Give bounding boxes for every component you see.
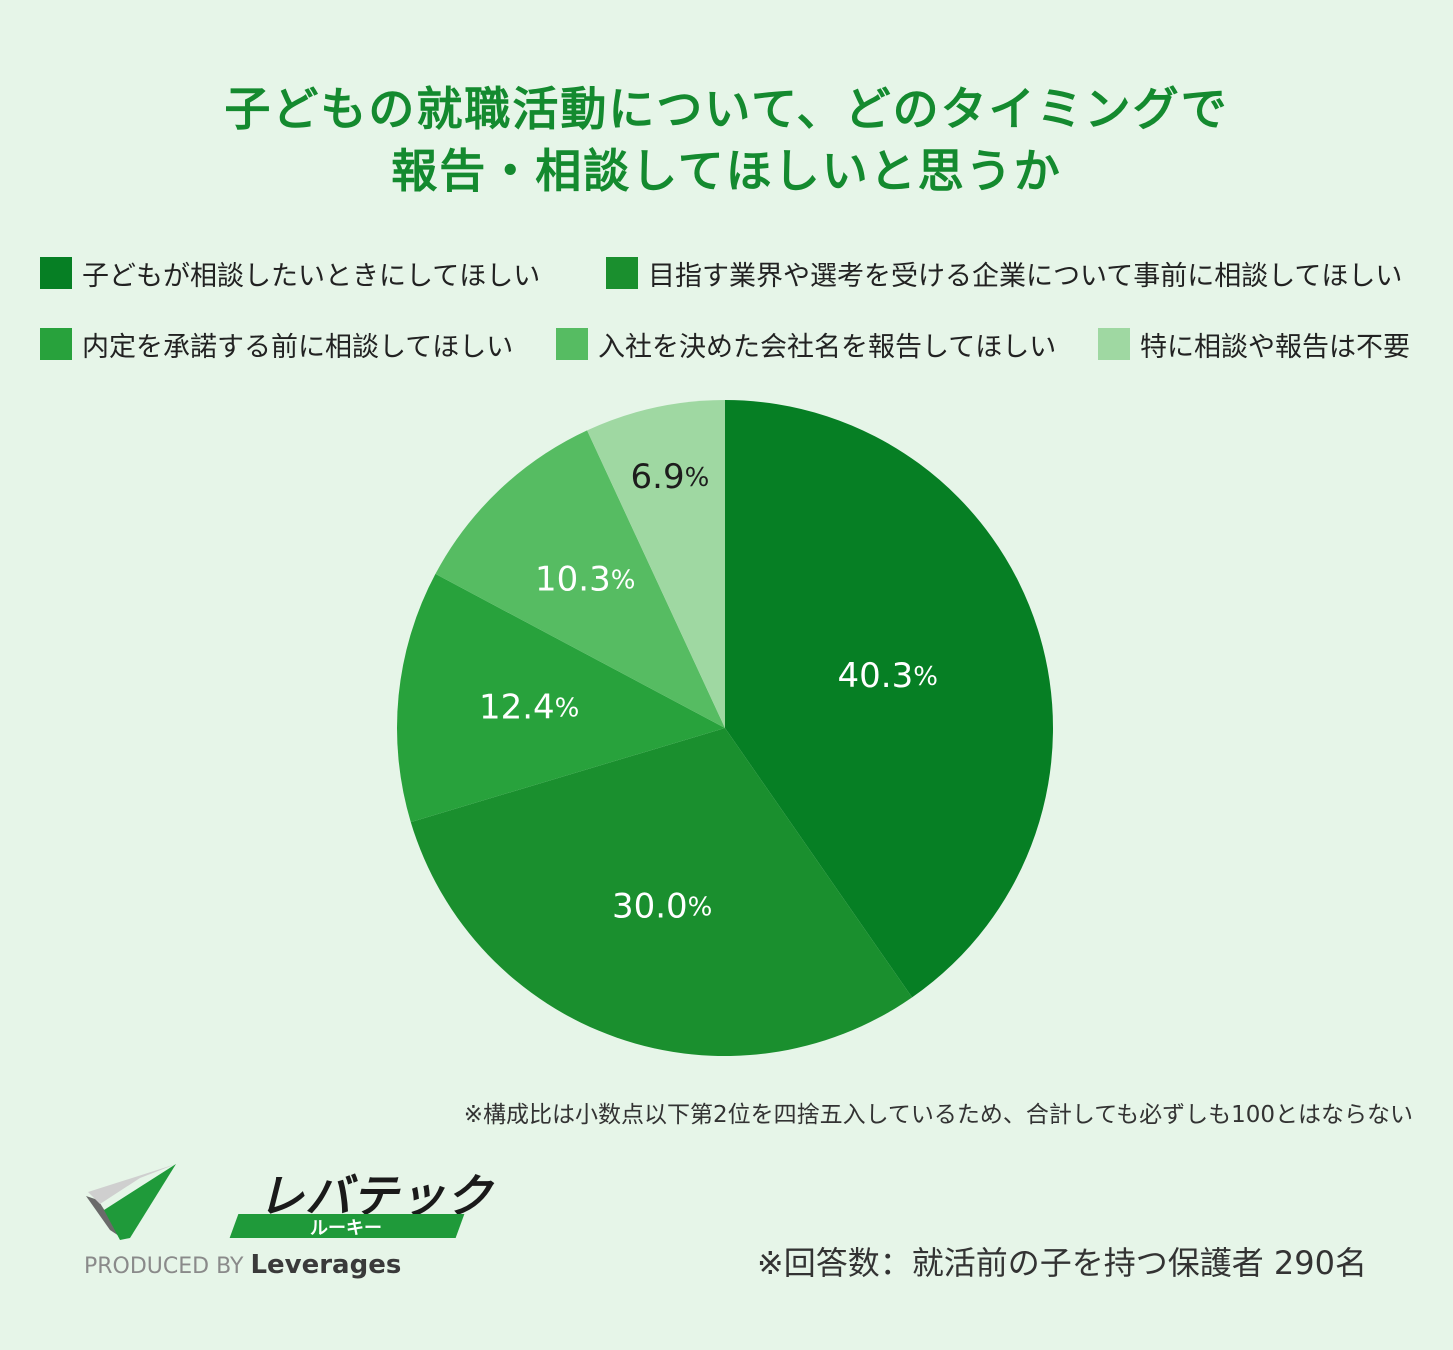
leverages-text: Leverages bbox=[250, 1250, 402, 1280]
legend-swatch-2 bbox=[606, 257, 638, 289]
chart-title-line2: 報告・相談してほしいと思うか bbox=[391, 144, 1062, 198]
legend-item-2: 目指す業界や選考を受ける企業について事前に相談してほしい bbox=[606, 255, 1403, 292]
legend-item-5: 特に相談や報告は不要 bbox=[1098, 326, 1410, 363]
produced-by-text: PRODUCED BY bbox=[84, 1254, 244, 1279]
legend-label-2: 目指す業界や選考を受ける企業について事前に相談してほしい bbox=[648, 260, 1403, 292]
legend-label-3: 内定を承諾する前に相談してほしい bbox=[82, 331, 514, 363]
legend-label-1: 子どもが相談したいときにしてほしい bbox=[82, 260, 541, 292]
logo-sub-text: ルーキー bbox=[310, 1218, 382, 1239]
legend-item-1: 子どもが相談したいときにしてほしい bbox=[40, 255, 541, 292]
pie-slice-label-5: 6.9% bbox=[631, 457, 710, 497]
pie-slice-4 bbox=[435, 430, 725, 728]
pie-slice-1 bbox=[725, 400, 1053, 998]
pie-slice-2 bbox=[410, 728, 913, 1056]
legend-label-4: 入社を決めた会社名を報告してほしい bbox=[598, 331, 1057, 363]
pie-slice-3 bbox=[396, 573, 725, 823]
logo-produced-by: PRODUCED BY Leverages bbox=[84, 1250, 401, 1280]
pie-slice-label-4: 10.3% bbox=[535, 559, 635, 599]
pie-slice-label-2: 30.0% bbox=[612, 886, 712, 926]
legend-label-5: 特に相談や報告は不要 bbox=[1140, 331, 1410, 363]
respondents-note: ※回答数：就活前の子を持つ保護者 290名 bbox=[756, 1244, 1367, 1282]
chart-title-line1: 子どもの就職活動について、どのタイミングで bbox=[224, 82, 1229, 136]
pie-slice-label-3: 12.4% bbox=[479, 687, 579, 727]
legend-swatch-3 bbox=[40, 328, 72, 360]
checkmark-logo-icon bbox=[86, 1164, 176, 1240]
legend-swatch-5 bbox=[1098, 328, 1130, 360]
legend-swatch-1 bbox=[40, 257, 72, 289]
company-logo: レバテック ルーキー PRODUCED BY Leverages bbox=[80, 1160, 492, 1280]
legend-swatch-4 bbox=[556, 328, 588, 360]
legend-item-3: 内定を承諾する前に相談してほしい bbox=[40, 326, 514, 363]
pie-chart: 40.3% 30.0% 12.4% 10.3% 6.9% bbox=[396, 400, 1053, 1056]
pie-slice-5 bbox=[587, 400, 725, 728]
pie-slice-label-1: 40.3% bbox=[838, 656, 938, 696]
legend-item-4: 入社を決めた会社名を報告してほしい bbox=[556, 326, 1057, 363]
chart-title: 子どもの就職活動について、どのタイミングで 報告・相談してほしいと思うか bbox=[0, 78, 1453, 202]
rounding-note: ※構成比は小数点以下第2位を四捨五入しているため、合計しても必ずしも100とはな… bbox=[463, 1102, 1413, 1128]
